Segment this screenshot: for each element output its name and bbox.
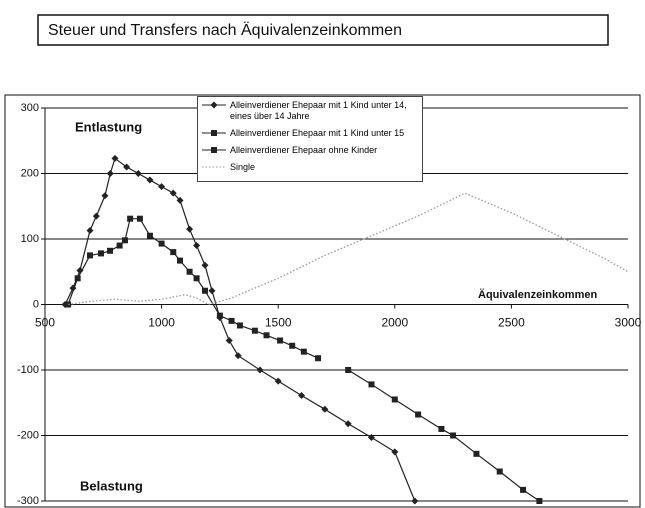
marker — [127, 215, 134, 222]
series-line — [347, 369, 540, 502]
annotation: Äquivalenzeinkommen — [478, 288, 597, 301]
y-tick-label: 200 — [21, 167, 39, 179]
marker — [86, 226, 94, 234]
marker — [146, 232, 153, 239]
marker — [121, 237, 128, 244]
x-tick-label: 500 — [35, 316, 55, 330]
marker — [450, 432, 457, 439]
marker — [367, 433, 375, 441]
marker — [277, 337, 284, 344]
legend-label: Alleinverdiener Ehepaar mit 1 Kind unter… — [230, 100, 407, 121]
marker — [87, 252, 94, 259]
x-tick-label: 3000 — [615, 316, 642, 330]
legend-label: Alleinverdiener Ehepaar mit 1 Kind unter… — [230, 128, 405, 138]
marker — [211, 130, 217, 136]
marker — [186, 268, 193, 275]
marker — [146, 176, 154, 184]
chart-title: Steuer und Transfers nach Äquivalenzeink… — [48, 21, 402, 39]
marker — [298, 392, 306, 400]
y-tick-label: 0 — [33, 298, 39, 310]
series-line — [68, 192, 629, 306]
legend-swatch — [202, 147, 226, 153]
marker — [136, 215, 143, 222]
marker — [411, 497, 419, 505]
y-tick-label: -300 — [17, 495, 39, 507]
marker — [438, 425, 445, 432]
marker — [391, 448, 399, 456]
marker — [234, 352, 242, 360]
marker — [251, 327, 258, 334]
marker — [101, 192, 109, 200]
marker — [193, 242, 201, 250]
legend: Alleinverdiener Ehepaar mit 1 Kind unter… — [197, 96, 423, 182]
marker — [107, 247, 114, 254]
marker — [473, 450, 480, 457]
marker — [345, 367, 352, 373]
legend-swatch — [202, 101, 226, 109]
title-box — [37, 14, 609, 46]
marker — [211, 147, 217, 153]
x-tick-label: 2000 — [381, 316, 408, 330]
marker — [274, 377, 282, 385]
y-tick-label: -200 — [17, 429, 39, 441]
marker — [225, 337, 233, 345]
marker — [74, 275, 81, 282]
legend-label: Single — [230, 162, 256, 172]
y-tick-label: 300 — [21, 102, 39, 114]
marker — [201, 287, 208, 294]
y-tick-label: 100 — [21, 233, 39, 245]
legend-swatch — [202, 166, 226, 168]
legend-item: Alleinverdiener Ehepaar mit 1 Kind unter… — [201, 128, 419, 139]
marker — [344, 420, 352, 428]
marker — [169, 189, 177, 197]
marker — [65, 301, 72, 308]
marker — [256, 366, 264, 374]
x-tick-label: 1500 — [265, 316, 292, 330]
marker — [391, 396, 398, 403]
marker — [536, 498, 543, 504]
legend-item: Alleinverdiener Ehepaar mit 1 Kind unter… — [201, 100, 419, 122]
marker — [106, 170, 114, 177]
marker — [289, 342, 296, 349]
legend-swatch — [202, 130, 226, 136]
marker — [210, 101, 218, 109]
legend-item: Single — [201, 162, 419, 173]
marker — [177, 257, 184, 264]
marker — [158, 240, 165, 247]
y-tick-label: -100 — [17, 364, 39, 376]
marker — [158, 183, 166, 191]
marker — [236, 322, 243, 329]
marker — [186, 225, 194, 233]
marker — [193, 275, 200, 282]
marker — [228, 317, 235, 324]
marker — [176, 196, 184, 204]
marker — [496, 468, 503, 475]
marker — [111, 154, 119, 162]
marker — [368, 381, 375, 388]
marker — [321, 405, 329, 413]
legend-item: Alleinverdiener Ehepaar ohne Kinder — [201, 145, 419, 156]
marker — [315, 355, 322, 362]
marker — [201, 261, 209, 269]
marker — [76, 266, 84, 274]
marker — [415, 411, 422, 418]
marker — [208, 287, 216, 295]
annotation: Entlastung — [75, 119, 142, 134]
marker — [123, 163, 131, 171]
marker — [263, 332, 270, 339]
marker — [300, 348, 307, 355]
annotation: Belastung — [80, 478, 143, 493]
legend-label: Alleinverdiener Ehepaar ohne Kinder — [230, 145, 378, 155]
marker — [97, 250, 104, 257]
x-tick-label: 2500 — [498, 316, 525, 330]
marker — [92, 212, 100, 220]
marker — [134, 170, 142, 177]
marker — [520, 486, 527, 493]
marker — [216, 312, 223, 319]
x-tick-label: 1000 — [148, 316, 175, 330]
marker — [116, 242, 123, 249]
marker — [170, 249, 177, 256]
